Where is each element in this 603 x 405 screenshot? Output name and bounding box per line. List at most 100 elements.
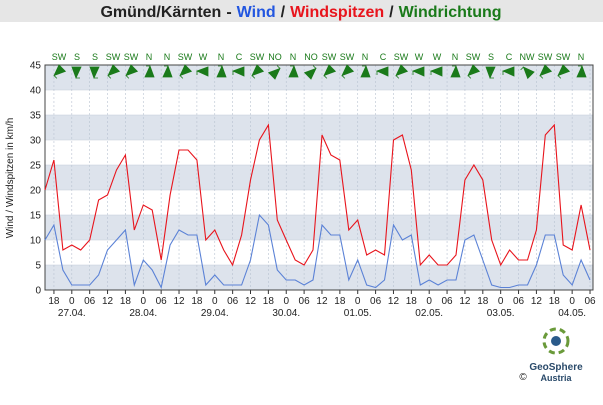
direction-arrow [179, 64, 193, 79]
date-label: 28.04. [129, 308, 157, 319]
x-tick-label: 06 [299, 296, 311, 307]
direction-arrow [71, 66, 82, 80]
logo-subtext: Austria [540, 373, 572, 383]
direction-label: NO [304, 52, 318, 62]
date-label: 01.05. [344, 308, 372, 319]
direction-label: SW [538, 52, 553, 62]
direction-label: C [236, 52, 243, 62]
direction-arrow [450, 64, 461, 78]
x-tick-label: 0 [498, 296, 504, 307]
band [45, 215, 593, 240]
x-tick-label: 12 [102, 296, 114, 307]
direction-label: SW [52, 52, 67, 62]
direction-arrow [53, 64, 67, 79]
direction-label: C [506, 52, 513, 62]
direction-label: S [74, 52, 80, 62]
x-tick-label: 12 [245, 296, 257, 307]
direction-arrow [288, 64, 299, 78]
x-tick-label: 12 [173, 296, 185, 307]
y-tick-label: 40 [30, 86, 42, 97]
title-part: - [226, 4, 231, 21]
direction-arrow [107, 64, 121, 79]
direction-label: N [452, 52, 459, 62]
x-tick-label: 06 [442, 296, 454, 307]
direction-label: N [164, 52, 171, 62]
x-tick-label: 0 [141, 296, 147, 307]
direction-arrow [411, 66, 425, 77]
y-tick-label: 15 [30, 211, 42, 222]
direction-label: W [415, 52, 424, 62]
direction-label: N [578, 52, 585, 62]
x-tick-label: 0 [569, 296, 575, 307]
x-tick-label: 18 [263, 296, 275, 307]
copyright: © [519, 372, 527, 383]
date-label: 03.05. [487, 308, 515, 319]
direction-arrow [395, 64, 409, 79]
x-tick-label: 18 [477, 296, 489, 307]
title-part: / [389, 4, 394, 21]
chart-title: Gmünd/Kärnten - Wind / Windspitzen / Windricht… [100, 4, 501, 21]
y-tick-label: 30 [30, 136, 42, 147]
x-tick-label: 0 [212, 296, 218, 307]
direction-arrow [125, 64, 139, 79]
date-label: 04.05. [558, 308, 586, 319]
direction-label: S [488, 52, 494, 62]
direction-arrow [267, 65, 281, 80]
direction-arrow [375, 66, 389, 77]
direction-arrow [557, 64, 571, 79]
title-part: / [281, 4, 286, 21]
logo [542, 327, 570, 355]
y-tick-label: 45 [30, 61, 42, 72]
direction-label: SW [340, 52, 355, 62]
direction-label: W [433, 52, 442, 62]
x-tick-label: 06 [156, 296, 168, 307]
series-line [44, 213, 591, 290]
direction-arrow [231, 66, 245, 77]
direction-arrow [501, 66, 515, 77]
x-tick-label: 0 [426, 296, 432, 307]
direction-arrow [539, 64, 553, 79]
direction-arrow [360, 64, 371, 78]
y-axis-label: Wind / Windspitzen in km/h [5, 118, 16, 239]
title-part: Windspitzen [290, 4, 384, 21]
y-tick-label: 10 [30, 236, 42, 247]
x-tick-label: 18 [120, 296, 132, 307]
x-tick-label: 0 [69, 296, 75, 307]
y-tick-label: 20 [30, 186, 42, 197]
direction-arrow [303, 65, 317, 80]
direction-label: SW [322, 52, 337, 62]
band [45, 65, 593, 90]
direction-label: C [380, 52, 387, 62]
direction-arrow [341, 64, 355, 79]
direction-label: N [218, 52, 225, 62]
direction-label: SW [124, 52, 139, 62]
direction-label: W [199, 52, 208, 62]
title-bar [0, 0, 603, 22]
direction-arrow [144, 64, 155, 78]
y-tick-label: 0 [35, 286, 41, 297]
band [45, 115, 593, 140]
x-tick-label: 0 [355, 296, 361, 307]
direction-arrow [485, 66, 496, 80]
x-tick-label: 12 [459, 296, 471, 307]
direction-label: N [146, 52, 153, 62]
x-tick-label: 18 [334, 296, 346, 307]
x-tick-label: 06 [227, 296, 239, 307]
x-tick-label: 0 [283, 296, 289, 307]
direction-label: NO [268, 52, 282, 62]
direction-arrow [520, 66, 535, 80]
x-tick-label: 18 [191, 296, 203, 307]
x-tick-label: 06 [513, 296, 525, 307]
direction-label: SW [466, 52, 481, 62]
y-tick-label: 35 [30, 111, 42, 122]
direction-arrow [576, 64, 587, 78]
title-part: Windrichtung [399, 4, 502, 21]
direction-arrow [323, 64, 337, 79]
y-tick-label: 5 [35, 261, 41, 272]
date-label: 29.04. [201, 308, 229, 319]
title-part: Wind [237, 4, 276, 21]
series-line [44, 123, 591, 267]
x-tick-label: 12 [531, 296, 543, 307]
x-tick-label: 06 [584, 296, 596, 307]
